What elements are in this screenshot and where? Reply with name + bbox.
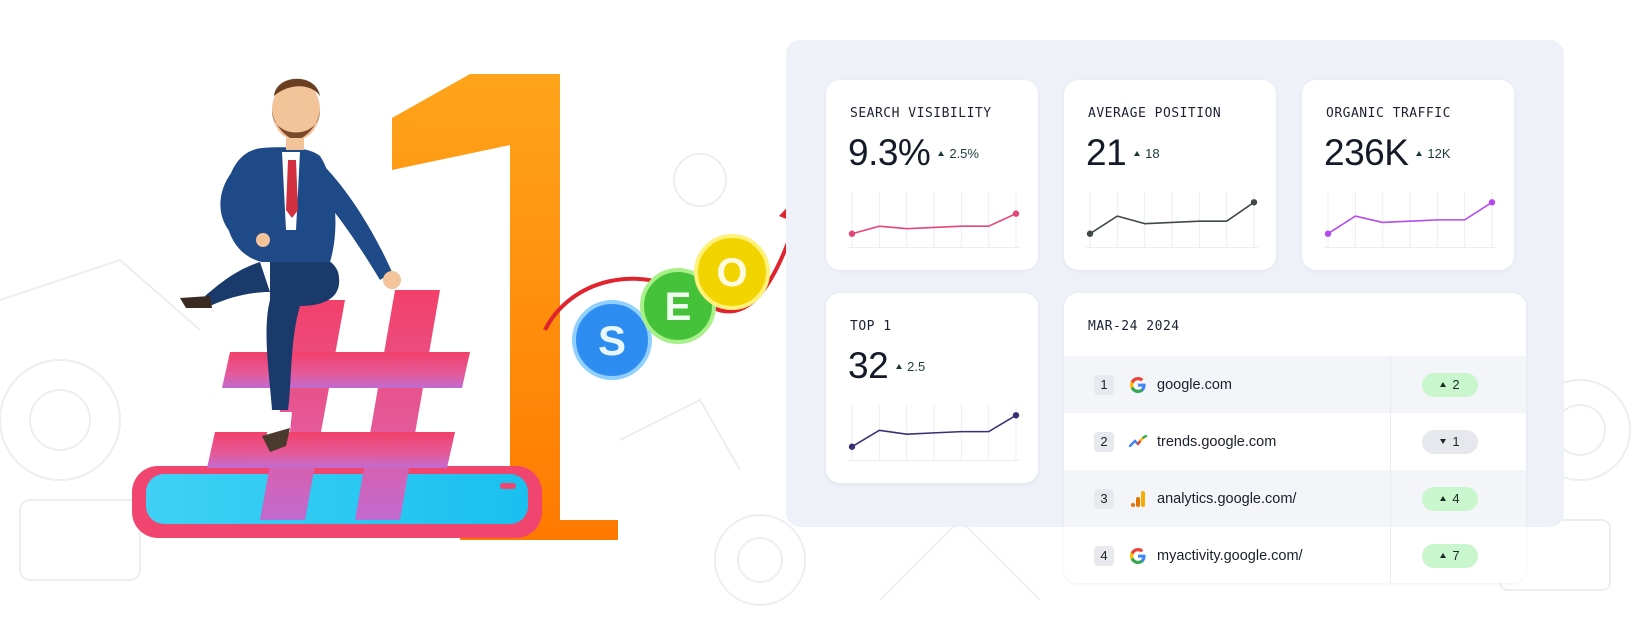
metric-card-search-visibility[interactable]: SEARCH VISIBILITY 9.3% 2.5% [826, 80, 1038, 270]
metric-label: ORGANIC TRAFFIC [1326, 106, 1451, 121]
sparkline-line [1327, 201, 1493, 235]
rank-number: 4 [1094, 545, 1114, 566]
sparkline-end-point [1250, 199, 1258, 206]
sparkline-chart [1324, 192, 1496, 248]
rank-number: 2 [1094, 431, 1114, 452]
metric-delta: 2.5 [896, 359, 925, 374]
metric-card-top-1[interactable]: TOP 1 32 2.5 [826, 293, 1038, 483]
seo-dashboard-panel: SEARCH VISIBILITY 9.3% 2.5% AVERAGE POSI… [786, 40, 1564, 583]
sparkline-end-point [1012, 210, 1020, 217]
rank-change-badge: 2 [1422, 372, 1478, 397]
ranking-row[interactable]: 2 trends.google.com 1 [1064, 413, 1526, 470]
rankings-card: MAR-24 2024 1 google.com 2 2 trends.goog… [1064, 293, 1526, 583]
seo-rank-illustration: S E O [132, 74, 808, 540]
ranking-row[interactable]: 1 google.com 2 [1064, 356, 1526, 413]
ranking-domain: trends.google.com [1157, 433, 1277, 450]
ranking-domain: analytics.google.com/ [1157, 490, 1297, 507]
sparkline-line [851, 414, 1017, 448]
businessman-figure [180, 78, 401, 452]
metric-delta: 2.5% [938, 146, 979, 161]
trend-up-icon [1134, 150, 1141, 156]
sparkline-start-point [1086, 230, 1094, 237]
column-divider [1390, 356, 1391, 583]
metric-delta: 18 [1134, 146, 1160, 161]
trends-icon [1128, 434, 1148, 447]
sparkline-line [1089, 201, 1255, 235]
metric-value: 21 [1086, 132, 1127, 173]
seo-letters: S E O [572, 234, 770, 380]
change-up-icon [1440, 553, 1447, 558]
seo-letter-e: E [665, 285, 692, 329]
seo-letter-o: O [716, 251, 747, 295]
ranking-row[interactable]: 4 myactivity.google.com/ 7 [1064, 527, 1526, 584]
rank-change-badge: 7 [1422, 543, 1478, 568]
trend-up-icon [896, 363, 903, 369]
trend-up-icon [1416, 150, 1423, 156]
rank-number: 3 [1094, 488, 1114, 509]
rankings-date-title: MAR-24 2024 [1088, 319, 1180, 334]
sparkline-end-point [1488, 199, 1496, 206]
metric-label: SEARCH VISIBILITY [850, 106, 992, 121]
rank-number: 1 [1094, 374, 1114, 395]
metric-card-average-position[interactable]: AVERAGE POSITION 21 18 [1064, 80, 1276, 270]
metric-delta: 12K [1416, 146, 1451, 161]
google-g-icon [1130, 547, 1146, 564]
ranking-domain: myactivity.google.com/ [1157, 547, 1303, 564]
change-up-icon [1440, 496, 1447, 501]
google-g-icon [1130, 376, 1146, 393]
rank-change-badge: 4 [1422, 486, 1478, 511]
phone-base [132, 466, 542, 538]
sparkline-start-point [848, 230, 856, 237]
change-down-icon [1440, 439, 1447, 444]
ranking-row[interactable]: 3 analytics.google.com/ 4 [1064, 470, 1526, 527]
big-number-one [392, 74, 618, 540]
sparkline-start-point [848, 443, 856, 450]
metric-value: 9.3% [848, 132, 931, 173]
sparkline-end-point [1012, 412, 1020, 419]
sparkline-line [851, 212, 1017, 235]
change-up-icon [1440, 382, 1447, 387]
seo-letter-s: S [598, 317, 626, 364]
sparkline-chart [848, 192, 1020, 248]
sparkline-chart [848, 405, 1020, 461]
metric-label: AVERAGE POSITION [1088, 106, 1222, 121]
trend-up-icon [938, 150, 945, 156]
sparkline-chart [1086, 192, 1258, 248]
metric-value: 32 [848, 345, 889, 386]
rank-change-badge: 1 [1422, 429, 1478, 454]
ranking-domain: google.com [1157, 376, 1232, 393]
analytics-icon [1131, 490, 1145, 507]
metric-value: 236K [1324, 132, 1409, 173]
metric-card-organic-traffic[interactable]: ORGANIC TRAFFIC 236K 12K [1302, 80, 1514, 270]
metric-label: TOP 1 [850, 319, 892, 334]
sparkline-start-point [1324, 230, 1332, 237]
hash-symbol [207, 290, 470, 520]
